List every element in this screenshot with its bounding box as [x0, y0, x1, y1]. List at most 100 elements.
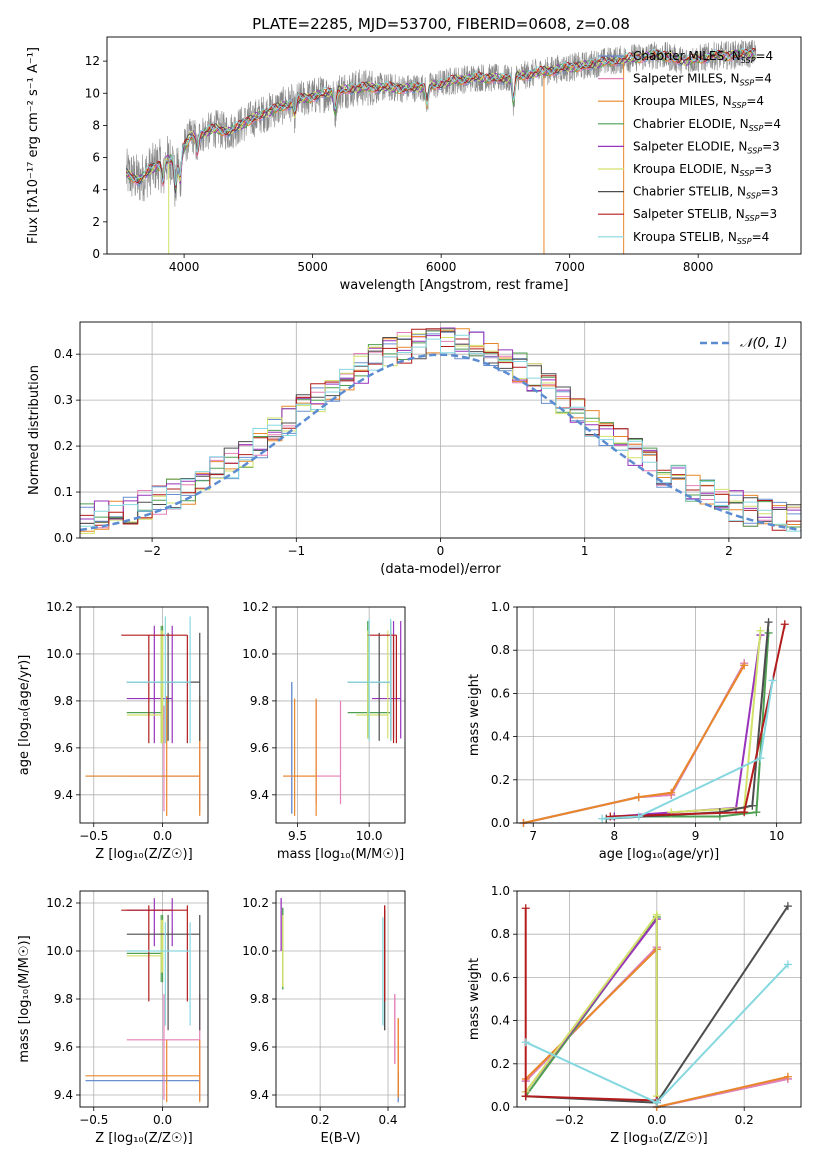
- age_vs_Z-xlabel: Z [log₁₀(Z/Z☉)]: [95, 847, 192, 862]
- weight-marker-kroupa_stelib: [756, 754, 765, 763]
- legend-label-kroupa_miles: Kroupa MILES, NSSP=4: [633, 94, 764, 110]
- weight_vs_Z-ytick-label: 0.4: [491, 1014, 510, 1028]
- weight_vs_Z-lines: [521, 902, 792, 1111]
- weight-marker-kroupa_elodie: [652, 910, 661, 919]
- weight_vs_age-xtick-label: 9: [692, 829, 700, 843]
- weight_vs_age-xtick-label: 7: [529, 829, 537, 843]
- mass_vs_Z-xtick-label: −0.5: [79, 1113, 108, 1127]
- legend-label-salpeter_stelib: Salpeter STELIB, NSSP=3: [633, 207, 777, 223]
- age_vs_mass-xtick-label: 10.0: [356, 829, 383, 843]
- residuals-ylabel: Normed distribution: [27, 365, 42, 495]
- spectrum-model-chabrier_stelib: [125, 48, 756, 194]
- weight_vs_Z-xlabel: Z [log₁₀(Z/Z☉)]: [610, 1131, 707, 1146]
- legend-label-salpeter_miles: Salpeter MILES, NSSP=4: [633, 72, 772, 88]
- age_vs_Z-ytick-label: 10.2: [46, 600, 73, 614]
- weight_vs_age-xtick-label: 8: [611, 829, 619, 843]
- mass_vs_Z-ylabel: mass [log₁₀(M/M☉)]: [17, 935, 32, 1062]
- mass_vs_ebv-axes: 0.2 0.4 9.4 9.6 9.8 10.0 10.2: [242, 891, 405, 1127]
- age_vs_mass-errorbars: [283, 618, 402, 816]
- age_vs_mass-ytick-label: 9.6: [250, 741, 269, 755]
- mass_vs_ebv-ytick-label: 9.6: [250, 1040, 269, 1054]
- spectrum-ylabel: Flux [fλ10⁻¹⁷ erg cm⁻² s⁻¹ A⁻¹]: [26, 47, 41, 244]
- age_vs_mass-xlabel: mass [log₁₀(M/M☉)]: [277, 847, 404, 862]
- spectrum-xtick-label: 5000: [297, 260, 328, 274]
- weight-marker-kroupa_miles: [634, 793, 643, 802]
- weight-marker-salpeter_stelib: [521, 904, 530, 913]
- mass_vs_ebv-xtick-label: 0.2: [311, 1113, 330, 1127]
- mass_vs_Z-ytick-label: 9.6: [54, 1040, 73, 1054]
- age_vs_Z-xtick-label: −0.5: [79, 829, 108, 843]
- age_vs_Z-ytick-label: 9.8: [54, 694, 73, 708]
- weight-line-kroupa_miles: [523, 664, 746, 824]
- weight_vs_Z-xtick-label: −0.2: [555, 1113, 584, 1127]
- weight_vs_Z-ytick-label: 1.0: [491, 884, 510, 898]
- mass_vs_ebv-frame: [275, 890, 406, 1108]
- legend-label-chabrier_miles: Chabrier MILES, NSSP=4: [633, 49, 773, 65]
- spectrum-xtick-label: 4000: [169, 260, 200, 274]
- weight-marker-kroupa_miles: [783, 1072, 792, 1081]
- weight-marker-kroupa_elodie: [756, 626, 765, 635]
- mass_vs_ebv-ytick-label: 9.4: [250, 1088, 269, 1102]
- age_vs_Z-ytick-label: 9.4: [54, 788, 73, 802]
- weight-marker-chabrier_stelib: [783, 902, 792, 911]
- age_vs_Z-ytick-label: 10.0: [46, 647, 73, 661]
- mass_vs_Z-errorbars: [85, 898, 201, 1103]
- weight-marker-chabrier_elodie: [752, 808, 761, 817]
- weight_vs_Z-ytick-label: 0.6: [491, 970, 510, 984]
- weight_vs_Z-ytick-label: 0.0: [491, 1100, 510, 1114]
- mass_vs_Z-ytick-label: 9.8: [54, 992, 73, 1006]
- legend-label-chabrier_elodie: Chabrier ELODIE, NSSP=4: [633, 117, 781, 133]
- residuals-xtick-label: −2: [143, 544, 161, 558]
- spectrum-ytick-label: 12: [85, 54, 100, 68]
- residuals-ytick-label: 0.1: [54, 485, 73, 499]
- legend-label-kroupa_elodie: Kroupa ELODIE, NSSP=3: [633, 162, 772, 178]
- mass_vs_Z-xtick-label: 0.0: [153, 1113, 172, 1127]
- spectrum-data-line: [126, 39, 757, 207]
- weight-marker-kroupa_stelib: [634, 812, 643, 821]
- mass_vs_ebv-ytick-label: 10.0: [242, 944, 269, 958]
- age_vs_Z-axes: −0.5 0.0 9.4 9.6 9.8 10.0 10.2: [46, 600, 208, 843]
- mass_vs_ebv-ytick-label: 9.8: [250, 992, 269, 1006]
- residuals-frame: [79, 321, 802, 539]
- spectrum-xtick-label: 8000: [683, 260, 714, 274]
- weight_vs_age-ytick-label: 0.8: [491, 643, 510, 657]
- spectrum-ytick-label: 6: [92, 151, 100, 165]
- age_vs_Z-xtick-label: 0.0: [153, 829, 172, 843]
- spectrum-model-kroupa_stelib: [126, 48, 756, 186]
- age_vs_mass-frame: [275, 606, 406, 824]
- weight-marker-chabrier_stelib: [764, 618, 773, 627]
- age_vs_Z-frame: [79, 606, 209, 824]
- weight_vs_Z-frame: [516, 890, 802, 1108]
- weight-marker-kroupa_stelib: [521, 1038, 530, 1047]
- mass_vs_Z-ytick-label: 9.4: [54, 1088, 73, 1102]
- residuals-xtick-label: 2: [725, 544, 733, 558]
- weight-marker-kroupa_stelib: [768, 676, 777, 685]
- mass_vs_ebv-ytick-label: 10.2: [242, 896, 269, 910]
- residuals-ytick-label: 0.0: [54, 531, 73, 545]
- weight_vs_Z-ytick-label: 0.2: [491, 1057, 510, 1071]
- spectrum-lines: [125, 39, 757, 254]
- mass_vs_Z-xlabel: Z [log₁₀(Z/Z☉)]: [95, 1131, 192, 1146]
- mass_vs_ebv-xlabel: E(B-V): [320, 1131, 360, 1146]
- age_vs_mass-ytick-label: 10.2: [242, 600, 269, 614]
- legend-label-chabrier_stelib: Chabrier STELIB, NSSP=3: [633, 185, 778, 201]
- mass_vs_ebv-xtick-label: 0.4: [378, 1113, 397, 1127]
- age_vs_mass-ytick-label: 10.0: [242, 647, 269, 661]
- spectrum-xtick-label: 6000: [426, 260, 457, 274]
- residuals-xlabel: (data-model)/error: [380, 562, 501, 577]
- age_vs_mass-axes: 9.5 10.0 9.4 9.6 9.8 10.0 10.2: [242, 600, 405, 843]
- spectrum-xtick-label: 7000: [554, 260, 585, 274]
- weight-marker-kroupa_stelib: [783, 960, 792, 969]
- spectrum-axes: 4000 5000 6000 7000 8000 0 2 4 6 8 10 12: [85, 54, 714, 274]
- age_vs_mass-xtick-label: 9.5: [288, 829, 307, 843]
- weight_vs_age-ytick-label: 1.0: [491, 600, 510, 614]
- spectrum-ytick-label: 2: [92, 215, 100, 229]
- legend-label-kroupa_stelib: Kroupa STELIB, NSSP=4: [633, 230, 769, 246]
- residuals-ytick-label: 0.3: [54, 393, 73, 407]
- weight_vs_age-ytick-label: 0.6: [491, 686, 510, 700]
- residuals-xtick-label: 1: [581, 544, 589, 558]
- age_vs_mass-ytick-label: 9.8: [250, 694, 269, 708]
- mass_vs_Z-frame: [79, 890, 209, 1108]
- weight-marker-salpeter_stelib: [740, 808, 749, 817]
